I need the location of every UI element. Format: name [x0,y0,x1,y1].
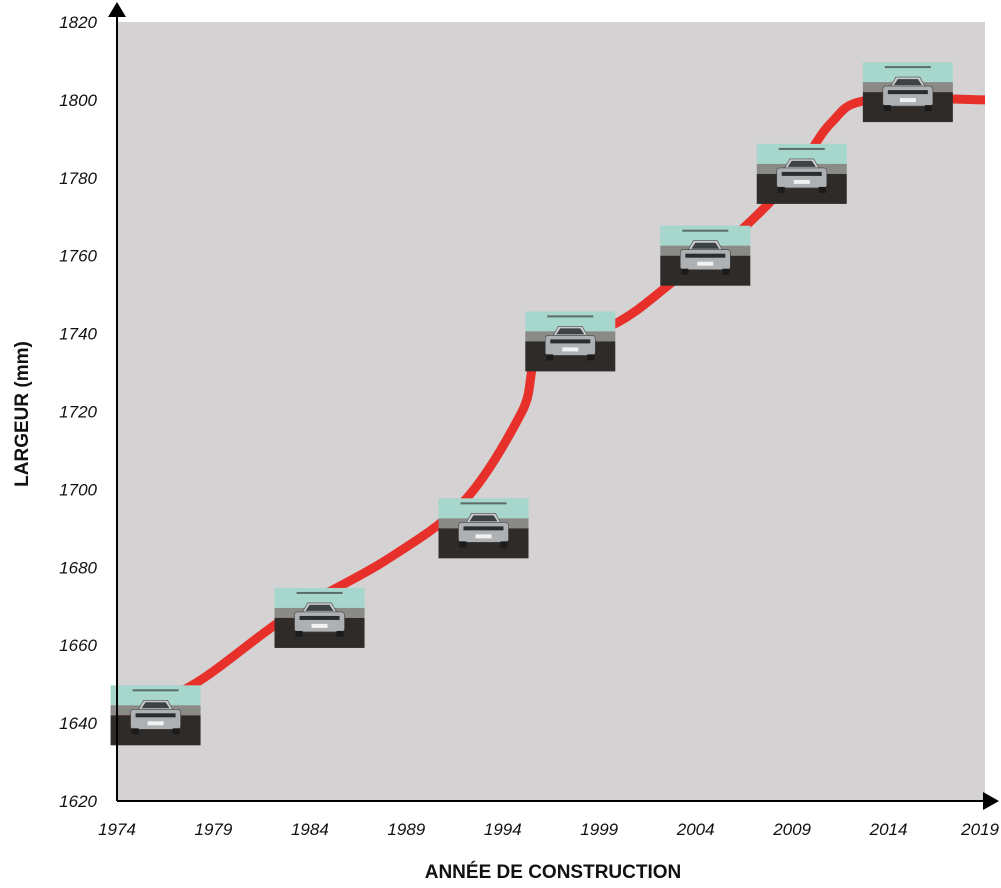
y-tick-label: 1740 [59,325,97,344]
y-tick-label: 1680 [59,558,97,577]
y-tick-label: 1820 [59,13,97,32]
car-body [544,335,596,356]
y-axis-arrow [108,2,126,17]
x-tick-label: 1994 [484,820,522,839]
car-grille [463,526,504,531]
y-tick-label: 1780 [59,169,97,188]
car-plate [147,721,164,726]
y-tick-label: 1660 [59,636,97,655]
y-tick-label: 1760 [59,247,97,266]
y-tick-label: 1720 [59,403,97,422]
x-tick-label: 1984 [291,820,329,839]
car-wheel-left [681,268,689,275]
car-plate [311,623,328,628]
x-tick-label: 2014 [869,820,908,839]
car-wheel-left [777,186,785,193]
car-plate [562,347,579,352]
car-wheel-right [336,630,344,637]
car-wheel-right [722,268,730,275]
x-tick-label: 2019 [960,820,999,839]
car-windshield [469,515,498,522]
car-body [776,167,828,189]
y-tick-label: 1700 [59,480,97,499]
x-axis-arrow [983,792,999,810]
photo-caption [132,689,179,692]
car-wheel-left [546,354,554,361]
x-tick-label: 1989 [387,820,425,839]
car-grille [550,339,591,344]
car-windshield [556,328,585,335]
car-grille [135,713,176,718]
y-tick-label: 1620 [59,792,97,811]
x-tick-label: 1979 [195,820,233,839]
car-wheel-right [587,354,595,361]
x-axis-title: ANNÉE DE CONSTRUCTION [425,861,682,883]
car-photo-marker [110,685,201,746]
car-wheel-right [172,728,180,735]
car-body [458,522,509,543]
x-tick-label: 1999 [580,820,618,839]
car-wheel-left [883,105,891,112]
x-tick-label: 2004 [676,820,715,839]
photo-caption [778,147,825,150]
x-tick-label: 2009 [772,820,811,839]
car-windshield [787,160,816,167]
photo-caption [547,315,594,318]
car-windshield [691,242,720,249]
y-axis-title: LARGEUR (mm) [12,341,33,487]
car-body [882,85,934,107]
car-plate [793,179,810,184]
photo-caption [884,66,931,69]
car-photo-marker [660,225,751,286]
car-wheel-right [924,105,932,112]
car-wheel-left [459,541,467,548]
y-tick-label: 1800 [59,91,97,110]
car-grille [685,253,726,258]
car-grille [781,171,822,176]
car-plate [475,534,492,539]
car-plate [899,98,916,103]
car-photo-marker [756,143,847,204]
x-tick-label: 1974 [98,820,136,839]
photo-caption [682,229,729,232]
y-tick-label: 1640 [59,714,97,733]
car-photo-marker [274,587,365,648]
car-body [680,249,731,270]
car-wheel-left [295,630,303,637]
car-wheel-right [818,186,826,193]
plot-area [117,22,985,801]
photo-caption [460,502,507,505]
car-windshield [893,79,922,86]
photo-caption [296,591,343,594]
car-wheel-right [500,541,508,548]
car-photo-marker [438,498,529,559]
axes: 1620 1640 1660 1680 1700 1720 1740 1760 1780 1800… [59,2,1000,839]
car-markers [110,62,953,746]
car-photo-marker [525,311,616,372]
car-windshield [141,702,170,709]
car-grille [887,90,928,95]
car-plate [697,261,714,266]
car-wheel-left [131,728,139,735]
car-photo-marker [862,62,953,123]
car-grille [299,615,340,620]
car-windshield [305,604,334,611]
car-body [294,611,345,633]
car-body [130,709,181,730]
